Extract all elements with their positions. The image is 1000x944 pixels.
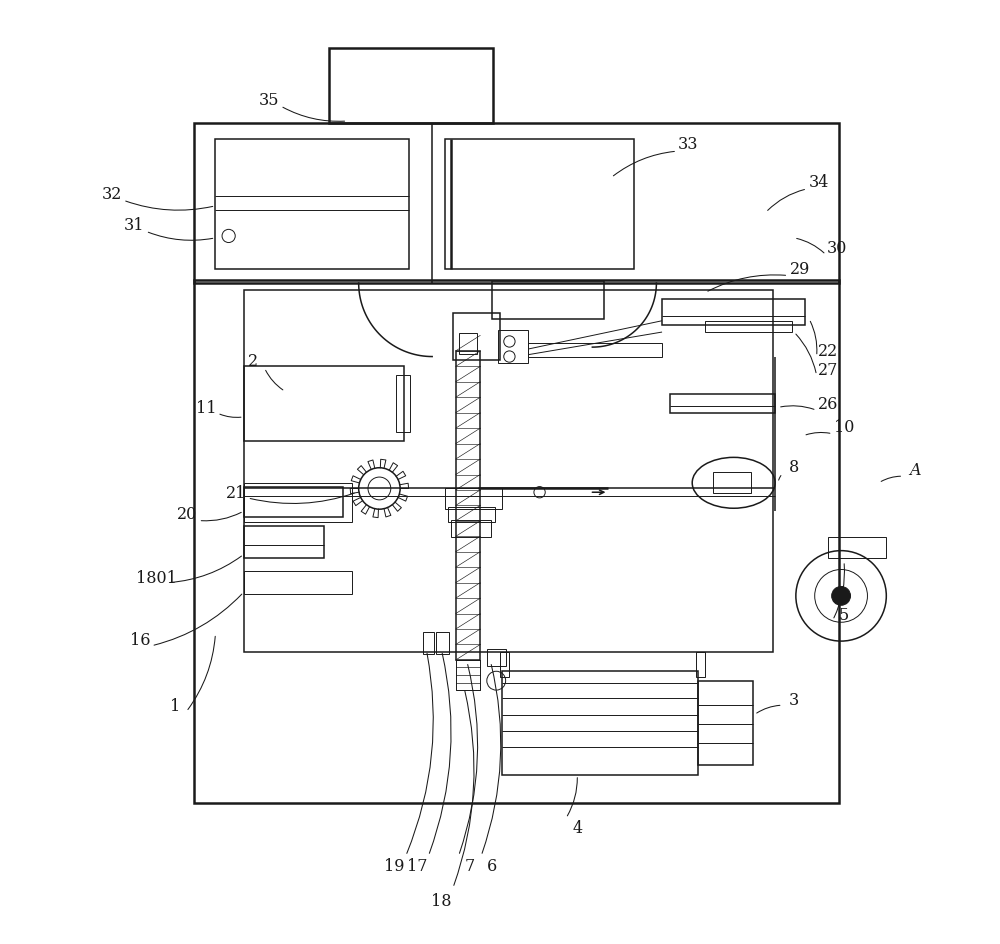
Bar [696, 652, 705, 677]
Text: 1801: 1801 [136, 569, 177, 586]
Text: 3: 3 [789, 691, 799, 708]
Bar [456, 660, 480, 690]
Text: 35: 35 [259, 92, 279, 109]
Bar [194, 281, 839, 803]
Circle shape [832, 587, 851, 606]
Text: A: A [909, 462, 920, 479]
Text: 11: 11 [196, 399, 216, 416]
Bar [445, 140, 634, 270]
Bar [244, 487, 343, 517]
Text: 34: 34 [808, 174, 829, 191]
Text: 20: 20 [177, 506, 197, 523]
Text: 1: 1 [170, 697, 180, 714]
Bar [453, 313, 500, 361]
Text: 32: 32 [102, 186, 122, 203]
Bar [705, 321, 792, 332]
Bar [215, 140, 409, 270]
Text: 17: 17 [407, 857, 427, 874]
Text: 5: 5 [839, 607, 849, 624]
Bar [492, 282, 604, 319]
Text: 18: 18 [431, 892, 452, 909]
Bar [698, 681, 753, 766]
Bar [244, 291, 773, 652]
Text: 8: 8 [789, 459, 799, 476]
Bar [528, 344, 662, 357]
Bar [329, 48, 493, 124]
Bar [713, 473, 751, 494]
Text: 27: 27 [818, 362, 838, 379]
Text: 7: 7 [465, 857, 475, 874]
Text: 4: 4 [572, 819, 582, 836]
Bar [502, 671, 698, 775]
Text: 10: 10 [834, 418, 854, 435]
Bar [194, 124, 839, 284]
Text: 22: 22 [818, 343, 838, 360]
Bar [244, 366, 404, 442]
Bar [244, 483, 352, 523]
Bar [456, 351, 480, 660]
Bar [244, 527, 324, 559]
Text: 19: 19 [384, 857, 405, 874]
Text: 21: 21 [226, 484, 246, 501]
Bar [828, 538, 886, 559]
Text: 2: 2 [248, 352, 258, 369]
Bar [498, 330, 528, 363]
Text: 26: 26 [818, 396, 838, 413]
Bar [244, 572, 352, 595]
Text: 33: 33 [678, 136, 699, 153]
Bar [448, 508, 495, 523]
Bar [423, 632, 434, 654]
Bar [436, 632, 449, 654]
Bar [500, 652, 509, 677]
Bar [670, 395, 775, 413]
Bar [662, 300, 805, 326]
Text: 31: 31 [124, 217, 145, 234]
Bar [396, 376, 410, 432]
Text: 6: 6 [487, 857, 498, 874]
Bar [459, 333, 477, 354]
Bar [451, 521, 491, 538]
Text: 30: 30 [827, 240, 848, 257]
Bar [445, 489, 502, 510]
Text: 16: 16 [130, 631, 150, 648]
Text: 29: 29 [789, 261, 810, 278]
Bar [487, 649, 506, 666]
